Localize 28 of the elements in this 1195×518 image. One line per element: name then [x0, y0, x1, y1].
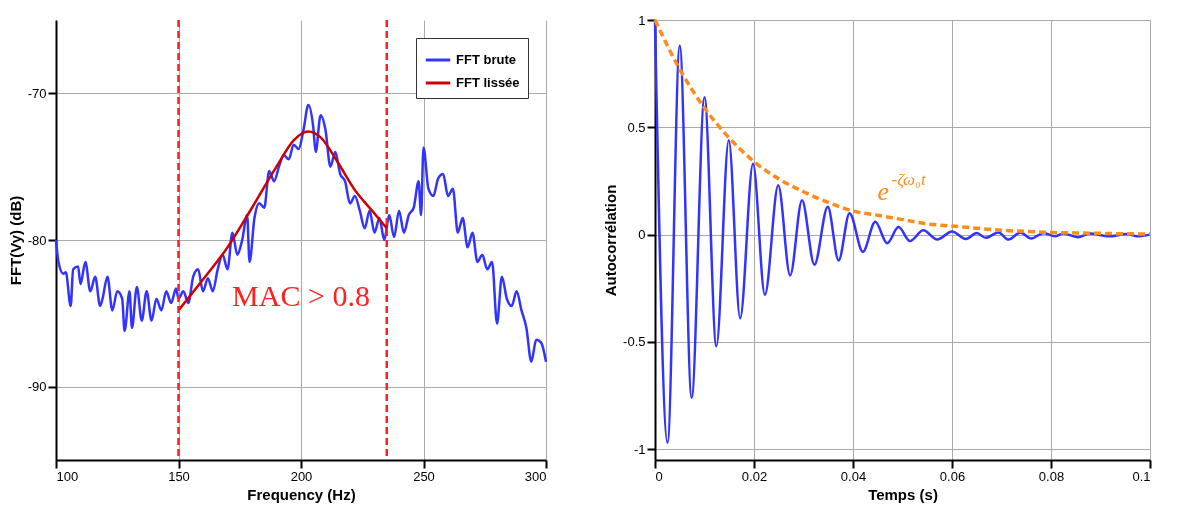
y-tick-label: -70 [27, 85, 47, 101]
y-tick-label: -80 [27, 232, 47, 248]
y-tick-label: -0.5 [623, 334, 646, 350]
x-tick-label: 0.02 [741, 468, 768, 484]
line-series [54, 103, 548, 363]
y-tick-label: 0 [638, 227, 646, 243]
x-tick-label: 0.08 [1038, 468, 1065, 484]
legend-label: FFT lissée [456, 75, 520, 90]
x-tick-label: 300 [524, 468, 547, 484]
x-tick-label: 250 [413, 468, 435, 484]
x-tick-label: 0.06 [939, 468, 966, 484]
x-tick-label: 100 [56, 468, 79, 484]
x-axis-title: Frequency (Hz) [247, 485, 356, 503]
y-tick-label: 0.5 [627, 119, 646, 135]
x-tick-label: 0.04 [840, 468, 867, 484]
y-axis-title: FFT(Vy) (dB) [6, 195, 24, 286]
line-series [177, 130, 388, 312]
x-tick-label: 0.1 [1132, 468, 1151, 484]
y-tick-label: -90 [27, 379, 47, 395]
x-tick-label: 0 [655, 468, 663, 484]
y-tick-label: -1 [633, 441, 646, 457]
y-tick-label: 1 [638, 12, 646, 28]
annotation: MAC > 0.8 [232, 279, 370, 313]
legend-label: FFT brute [456, 52, 516, 67]
x-tick-label: 150 [168, 468, 190, 484]
y-axis-title: Autocorrélation [602, 184, 620, 297]
x-tick-label: 200 [290, 468, 313, 484]
x-axis-title: Temps (s) [868, 485, 938, 503]
